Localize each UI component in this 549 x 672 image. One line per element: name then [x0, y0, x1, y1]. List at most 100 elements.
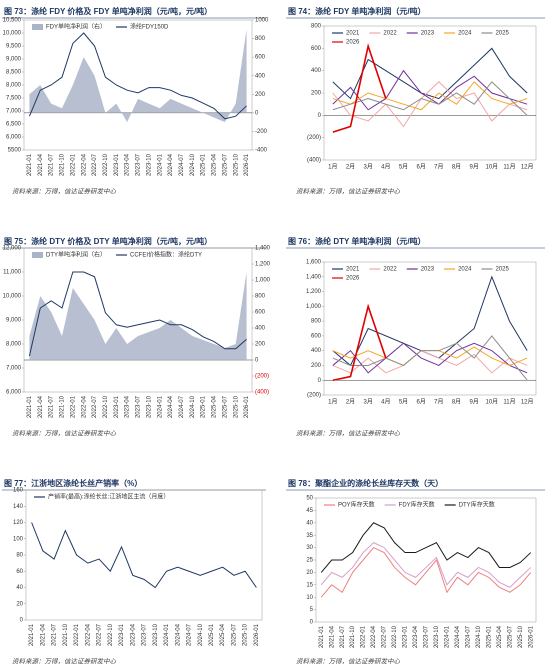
x-tick-label: 2025-04	[212, 153, 218, 176]
figure-title: 图 77：江浙地区涤纶长丝产销率（%）	[4, 478, 142, 488]
y-tick-label: 6,500	[6, 122, 22, 128]
x-tick-label: 2024-07	[179, 395, 185, 418]
x-tick-label: 2024-04	[175, 623, 181, 646]
y-tick-label: 50	[306, 496, 313, 502]
legend-swatch	[32, 252, 43, 258]
figure-title: 图 76：涤纶 DTY 单吨净利润（元/吨）	[288, 236, 426, 246]
x-tick-label: 2023-01	[403, 625, 409, 648]
x-tick-label: 2023-01	[114, 395, 120, 418]
y-tick-label: 35	[306, 533, 313, 539]
y-tick-label: 8,500	[6, 70, 22, 76]
legend-label: 2023	[421, 31, 435, 37]
y2-tick-label: 800	[255, 36, 266, 42]
y-tick-label: 0	[318, 113, 322, 119]
legend-label: 产销率(最高):涤纶长丝:江浙地区主流（月度）	[48, 493, 169, 501]
x-tick-label: 2022-04	[81, 395, 87, 418]
x-tick-label: 2021-01	[27, 395, 33, 418]
source-note: 资料来源：万得，信达证券研发中心	[12, 430, 117, 438]
x-tick-label: 2021-01	[27, 153, 33, 176]
y-tick-label: 0	[20, 618, 24, 624]
y-tick-label: (400)	[307, 158, 321, 164]
y-tick-label: 60	[16, 569, 23, 575]
x-tick-label: 2025-10	[233, 153, 239, 176]
y2-tick-label: 400	[255, 326, 266, 332]
figure-title: 图 78：聚酯企业的涤纶长丝库存天数（天）	[288, 478, 443, 488]
y2-tick-label: 1,000	[255, 278, 271, 284]
line	[332, 81, 528, 116]
source-note: 资料来源：万得，信达证券研发中心	[296, 188, 401, 196]
x-tick-label: 2022-10	[108, 623, 114, 646]
x-tick-label: 2025-07	[222, 153, 228, 176]
x-tick-label: 2021-04	[38, 395, 44, 418]
x-tick-label: 2023-01	[119, 623, 125, 646]
x-tick-label: 2024-07	[465, 625, 471, 648]
plot-frame	[315, 497, 537, 623]
legend-label: 2026	[346, 276, 360, 282]
y-tick-label: 40	[16, 585, 23, 591]
y2-tick-label: 1000	[255, 18, 269, 24]
x-tick-label: 11月	[503, 164, 515, 171]
figure-title: 图 73：涤纶 FDY 价格及 FDY 单吨净利润（元/吨，元/吨）	[4, 6, 212, 16]
x-tick-label: 8月	[452, 164, 461, 171]
x-tick-label: 2024-04	[455, 625, 461, 648]
y2-tick-label: -400	[255, 148, 268, 154]
x-tick-label: 2025-04	[220, 623, 226, 646]
x-tick-label: 4月	[381, 399, 390, 406]
y-tick-label: 0	[318, 378, 322, 384]
line	[332, 303, 387, 382]
legend-label: 2022	[383, 31, 397, 37]
y-tick-label: 20	[306, 570, 313, 576]
x-tick-label: 2023-04	[130, 623, 136, 646]
x-tick-label: 2024-01	[164, 623, 170, 646]
x-tick-label: 2025-01	[201, 153, 207, 176]
x-tick-label: 2022-10	[392, 625, 398, 648]
y-tick-label: 5500	[8, 148, 22, 154]
x-tick-label: 3月	[363, 164, 372, 171]
y-tick-label: 10,500	[3, 18, 22, 24]
y2-tick-label: 800	[255, 294, 266, 300]
y-tick-label: 40	[306, 520, 313, 526]
x-tick-label: 11月	[503, 399, 515, 406]
x-tick-label: 2021-01	[29, 623, 35, 646]
y-tick-label: 160	[13, 488, 24, 494]
legend-label: FDY单吨净利润（右）	[46, 23, 106, 31]
legend-label: POY库存天数	[338, 501, 375, 509]
x-tick-label: 2022-07	[92, 395, 98, 418]
y-tick-label: 1,600	[306, 260, 322, 266]
line	[332, 342, 528, 374]
x-tick-label: 3月	[363, 399, 372, 406]
x-tick-label: 2025-04	[497, 625, 503, 648]
x-tick-label: 2024-07	[179, 153, 185, 176]
y-tick-label: 15	[306, 582, 313, 588]
legend-label: 2026	[346, 40, 360, 46]
x-tick-label: 2022-01	[74, 623, 80, 646]
figure-title: 图 74：涤纶 FDY 单吨净利润（元/吨）	[288, 6, 426, 16]
x-tick-label: 7月	[434, 164, 443, 171]
y-tick-label: 25	[306, 558, 313, 564]
x-tick-label: 2023-10	[146, 153, 152, 176]
x-tick-label: 2023-10	[434, 625, 440, 648]
plot-frame	[23, 19, 253, 151]
legend-label: 2025	[495, 267, 509, 273]
x-tick-label: 5月	[399, 399, 408, 406]
y-tick-label: 0	[310, 620, 314, 626]
y-tick-label: 7,000	[6, 366, 22, 372]
x-tick-label: 2021-10	[350, 625, 356, 648]
x-tick-label: 2021-04	[38, 153, 44, 176]
y-tick-label: 7,500	[6, 96, 22, 102]
x-tick-label: 2021-10	[63, 623, 69, 646]
x-tick-label: 2021-10	[60, 395, 66, 418]
x-tick-label: 2025-01	[209, 623, 215, 646]
y2-tick-label: 1,200	[255, 262, 271, 268]
x-tick-label: 2022-10	[103, 153, 109, 176]
legend-label: CCFEI价格指数：涤纶DTY	[130, 251, 202, 259]
plot-frame	[23, 247, 253, 393]
y-tick-label: 600	[311, 333, 322, 339]
legend-label: 2021	[346, 267, 360, 273]
x-tick-label: 2月	[346, 164, 355, 171]
line	[28, 271, 247, 357]
x-tick-label: 10月	[485, 399, 498, 406]
x-tick-label: 2023-07	[136, 153, 142, 176]
x-tick-label: 2022-07	[97, 623, 103, 646]
